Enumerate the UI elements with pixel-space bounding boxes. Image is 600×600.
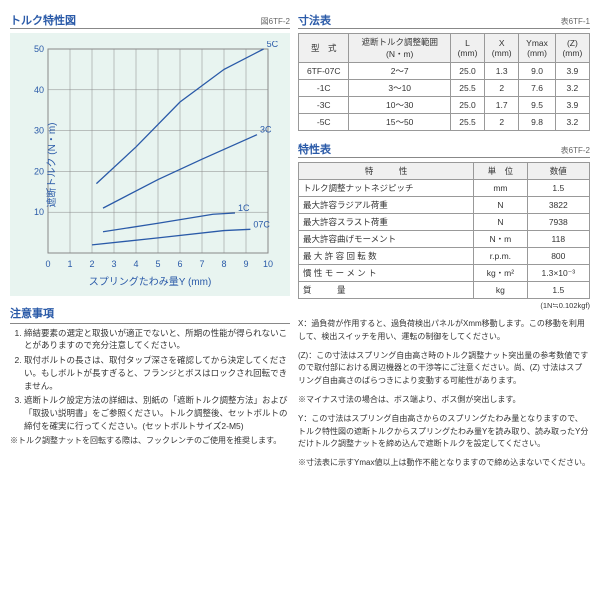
svg-text:10: 10: [34, 207, 44, 217]
svg-text:50: 50: [34, 44, 44, 54]
chart-ref: 図6TF-2: [261, 16, 290, 27]
notes-list: 締結要素の選定と取扱いが適正でないと、所期の性能が得られないことがありますので充…: [10, 327, 290, 433]
right-note-item: Y：この寸法はスプリング自由高さからのスプリングたわみ量となりますので、トルク特…: [298, 413, 590, 451]
note-item: 締結要素の選定と取扱いが適正でないと、所期の性能が得られないことがありますので充…: [24, 327, 290, 353]
svg-text:40: 40: [34, 85, 44, 95]
svg-text:5C: 5C: [267, 41, 278, 49]
spec-footnote: (1N≒0.102kgf): [298, 301, 590, 310]
torque-chart: 遮断トルク (N・m) 01234567891010203040505C3C1C…: [10, 33, 290, 296]
svg-text:7: 7: [199, 259, 204, 269]
spec-title: 特性表: [298, 141, 331, 157]
svg-text:6: 6: [177, 259, 182, 269]
svg-text:5: 5: [155, 259, 160, 269]
spec-ref: 表6TF-2: [561, 145, 590, 156]
dim-title: 寸法表: [298, 12, 331, 28]
svg-text:4: 4: [133, 259, 138, 269]
svg-text:07C: 07C: [253, 219, 270, 229]
spec-table: 特 性単 位数値トルク調整ナットネジピッチmm1.5最大許容ラジアル荷重N382…: [298, 162, 590, 299]
svg-text:1: 1: [67, 259, 72, 269]
svg-text:3C: 3C: [260, 125, 272, 135]
right-note-item: X：過負荷が作用すると、過負荷検出パネルがXmm移動します。この移動を利用して、…: [298, 318, 590, 344]
note-item: 取付ボルトの長さは、取付タップ深さを確認してから決定してください。もしボルトが長…: [24, 354, 290, 392]
right-notes: X：過負荷が作用すると、過負荷検出パネルがXmm移動します。この移動を利用して、…: [298, 318, 590, 470]
svg-text:8: 8: [221, 259, 226, 269]
svg-text:3: 3: [111, 259, 116, 269]
notes-title: 注意事項: [10, 306, 290, 324]
svg-text:9: 9: [243, 259, 248, 269]
y-axis-label: 遮断トルク (N・m): [43, 122, 58, 207]
svg-text:1C: 1C: [238, 203, 250, 213]
chart-title: トルク特性図: [10, 12, 76, 28]
svg-text:0: 0: [45, 259, 50, 269]
svg-text:10: 10: [263, 259, 273, 269]
notes-sub: ※トルク調整ナットを回転する際は、フックレンチのご使用を推奨します。: [10, 435, 290, 447]
right-note-item: ※寸法表に示すYmax値以上は動作不能となりますので締め込まないでください。: [298, 457, 590, 470]
dim-ref: 表6TF-1: [561, 16, 590, 27]
right-note-item: (Z)：この寸法はスプリング自由高さ時のトルク調整ナット突出量の参考数値ですので…: [298, 350, 590, 388]
note-item: 遮断トルク設定方法の詳細は、別紙の「遮断トルク調整方法」および「取扱い説明書」を…: [24, 394, 290, 432]
x-axis-label: スプリングたわみ量Y (mm): [18, 273, 282, 288]
dimension-table: 型 式遮断トルク調整範囲(N・m)L(mm)X(mm)Ymax(mm)(Z)(m…: [298, 33, 590, 131]
svg-text:2: 2: [89, 259, 94, 269]
right-note-item: ※マイナス寸法の場合は、ボス端より、ボス側が突出します。: [298, 394, 590, 407]
